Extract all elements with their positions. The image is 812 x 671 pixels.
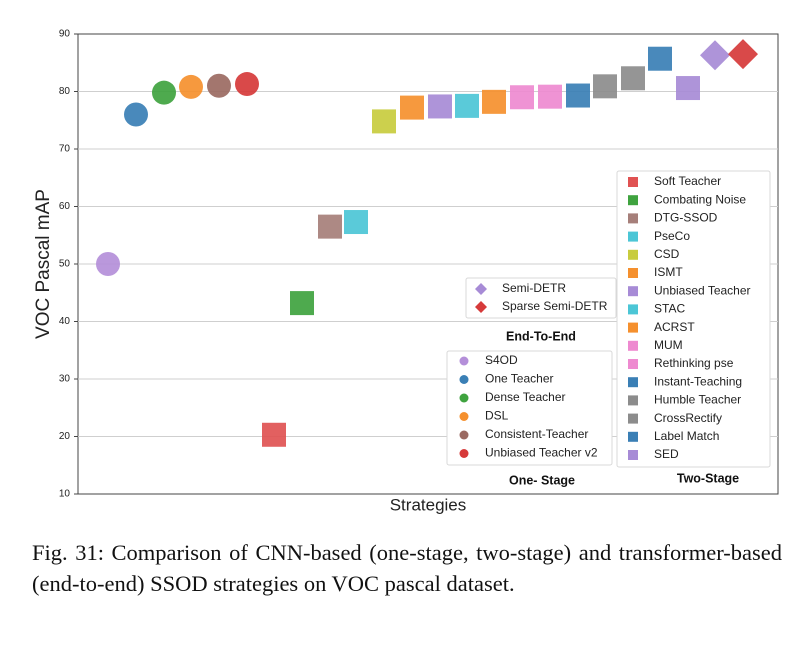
legend-marker [628,304,638,315]
legend-entry: ISMT [654,265,683,279]
chart: 10 20 30 40 50 60 70 80 90 VOC Pascal mAP Strategi… [33,29,779,514]
point-dense-teacher [152,80,176,105]
point-csd [372,109,396,134]
legend-marker [459,449,469,458]
point-stac [455,93,479,118]
legend-entry: Dense Teacher [485,390,566,404]
legend-marker [628,213,638,224]
point-instant-teaching [566,83,590,108]
point-one-teacher [124,102,148,127]
legend-marker [628,359,638,369]
legend-marker [628,195,638,206]
legend-entry: Combating Noise [654,192,746,206]
legend-entry: Instant-Teaching [654,374,742,388]
legend-marker [628,322,638,333]
legend-entry: Soft Teacher [654,174,721,188]
point-combating-noise [290,291,314,316]
legend-entry: Unbiased Teacher [654,283,751,297]
chart-svg: 10 20 30 40 50 60 70 80 90 VOC Pascal mAP Strategi… [33,29,779,514]
point-crossrectify [621,66,645,91]
legend-marker [628,431,638,442]
legend-two-stage [616,170,771,468]
y-tick-label: 70 [59,144,71,155]
point-dsl [179,74,203,99]
point-mum [510,85,534,110]
legend-entry: Semi-DETR [502,281,566,295]
legend-marker [628,395,638,406]
legend-entry: Sparse Semi-DETR [502,299,608,313]
legend-entry: STAC [654,302,685,316]
legend-entry: Humble Teacher [654,393,741,407]
legend-entry: ACRST [654,320,695,334]
figure-caption: Fig. 31: Comparison of CNN-based (one-st… [32,540,782,596]
legend-marker [628,249,638,260]
legend-title-end-to-end: End-To-End [506,329,576,343]
point-s4od [96,252,120,276]
point-acrst [482,89,506,114]
legend-marker [628,231,638,242]
y-tick-label: 10 [59,489,71,500]
legend-entry: PseCo [654,229,690,243]
y-tick-label: 20 [59,431,71,442]
point-dtg-ssod [318,214,342,239]
legend-entry: SED [654,447,679,461]
legend-marker [459,356,469,366]
point-humble-teacher [593,74,617,99]
point-unbiased-teacher [428,94,452,119]
point-rethinking-pse [538,84,562,109]
legend-marker [628,268,638,278]
legend-marker [459,393,469,403]
legend-marker [628,286,638,297]
legend-end-to-end [465,277,617,319]
y-tick-label: 60 [59,201,71,212]
point-sparse-semi-detr [728,39,758,70]
legend-entry: DSL [485,409,509,423]
legend-marker [459,375,469,384]
legend-entry: MUM [654,338,683,352]
point-label-match [648,46,672,71]
y-tick-label: 50 [59,259,71,270]
legend-entry: CSD [654,247,680,261]
legend-entry: S4OD [485,353,518,367]
legend-marker [628,177,638,187]
legend-entry: Consistent-Teacher [485,427,588,441]
point-sed [676,76,700,101]
legend-entry: One Teacher [485,372,554,386]
point-unbiased-teacher-v2 [235,72,259,97]
legend-marker [475,301,487,313]
legend-marker [459,430,469,440]
point-consistent-teacher [207,73,231,98]
legend-marker [475,283,487,295]
legend-marker [459,412,469,421]
legend-marker [628,377,638,388]
legend-entry: Rethinking pse [654,356,734,370]
legend-marker [628,413,638,424]
legend-entry: CrossRectify [654,411,722,425]
legend-entry: Label Match [654,429,719,443]
legend-one-stage [446,350,613,466]
point-ismt [400,95,424,120]
y-tick-label: 80 [59,86,71,97]
legend-entry: Unbiased Teacher v2 [485,446,598,460]
legend-marker [628,450,638,460]
y-tick-label: 30 [59,374,71,385]
legend-entry: DTG-SSOD [654,211,718,225]
legend-title-two-stage: Two-Stage [677,471,739,485]
y-axis-label: VOC Pascal mAP [33,189,54,339]
y-tick-label: 90 [59,29,71,40]
legend-marker [628,340,638,351]
legend-title-one-stage: One- Stage [509,473,575,487]
y-tick-label: 40 [59,316,71,327]
point-pseco [344,210,368,235]
point-semi-detr [700,40,730,71]
point-soft-teacher [262,422,286,447]
x-axis-label: Strategies [390,495,467,514]
